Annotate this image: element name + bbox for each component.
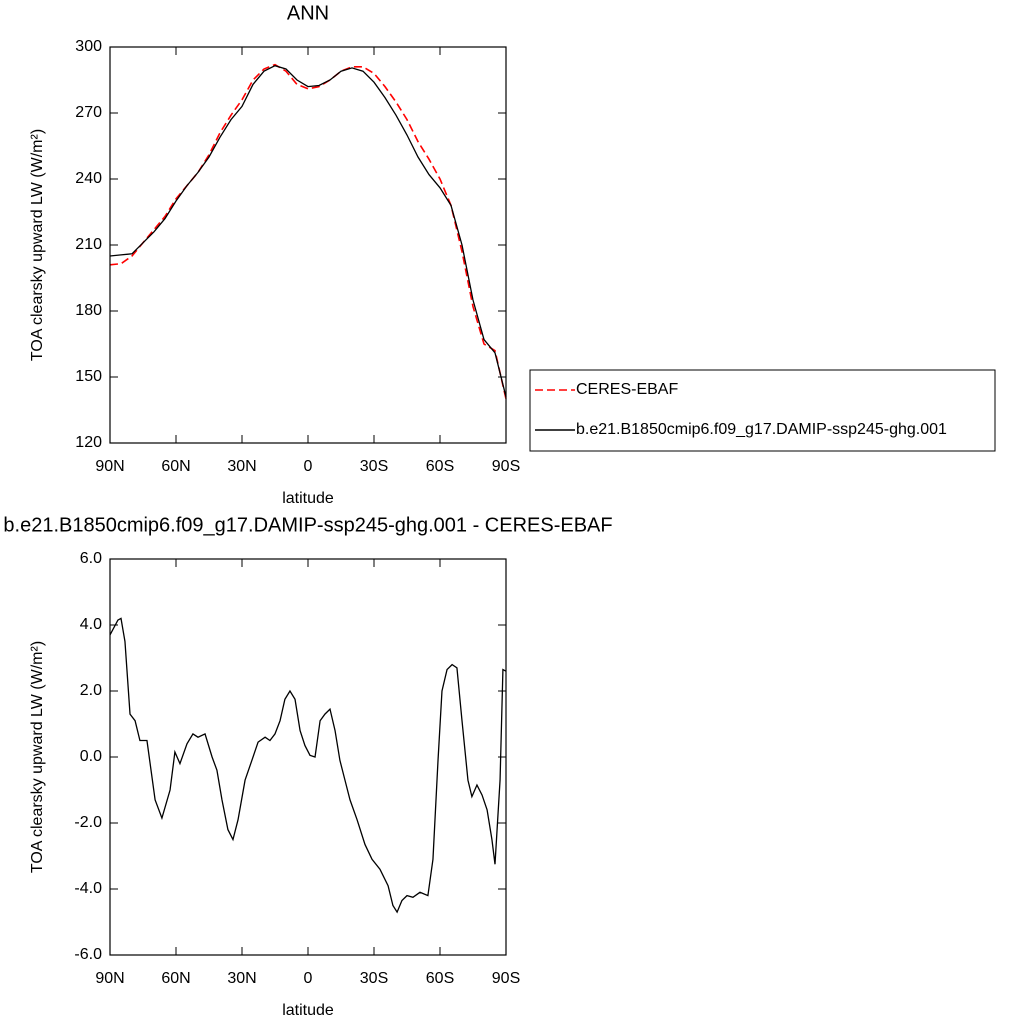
y-axis-label: TOA clearsky upward LW (W/m²) xyxy=(29,641,46,873)
data-line xyxy=(109,63,507,400)
x-tick-label: 90N xyxy=(95,970,124,987)
y-tick-label: -2.0 xyxy=(74,814,102,831)
y-tick-label: 4.0 xyxy=(80,616,102,633)
x-tick-label: 30S xyxy=(360,970,388,987)
x-axis-label: latitude xyxy=(282,490,334,507)
y-tick-label: 210 xyxy=(75,236,102,253)
y-tick-label: 0.0 xyxy=(80,748,102,765)
y-tick-label: -6.0 xyxy=(74,946,102,963)
x-tick-label: 60N xyxy=(161,458,190,475)
x-tick-label: 30S xyxy=(360,458,388,475)
data-line xyxy=(109,65,507,397)
x-tick-label: 90S xyxy=(492,970,520,987)
y-tick-label: 180 xyxy=(75,302,102,319)
x-tick-label: 0 xyxy=(304,970,313,987)
x-tick-label: 30N xyxy=(227,458,256,475)
data-line xyxy=(109,617,507,914)
legend-label: CERES-EBAF xyxy=(576,381,678,398)
y-tick-label: -4.0 xyxy=(74,880,102,897)
chart-title: ANN xyxy=(287,2,329,24)
x-tick-label: 0 xyxy=(304,458,313,475)
y-tick-label: 270 xyxy=(75,104,102,121)
plot-frame xyxy=(109,46,507,444)
x-tick-label: 90S xyxy=(492,458,520,475)
legend-box xyxy=(529,369,996,452)
y-axis-label: TOA clearsky upward LW (W/m²) xyxy=(29,129,46,361)
y-tick-label: 150 xyxy=(75,368,102,385)
x-tick-label: 60N xyxy=(161,970,190,987)
legend-label: b.e21.B1850cmip6.f09_g17.DAMIP-ssp245-gh… xyxy=(576,421,947,438)
x-axis-label: latitude xyxy=(282,1002,334,1019)
x-tick-label: 90N xyxy=(95,458,124,475)
x-tick-label: 30N xyxy=(227,970,256,987)
y-tick-label: 120 xyxy=(75,434,102,451)
y-tick-label: 240 xyxy=(75,170,102,187)
plot-frame xyxy=(109,558,507,956)
chart-title: b.e21.B1850cmip6.f09_g17.DAMIP-ssp245-gh… xyxy=(3,514,612,536)
y-tick-label: 300 xyxy=(75,38,102,55)
x-tick-label: 60S xyxy=(426,970,454,987)
y-tick-label: 6.0 xyxy=(80,550,102,567)
x-tick-label: 60S xyxy=(426,458,454,475)
y-tick-label: 2.0 xyxy=(80,682,102,699)
